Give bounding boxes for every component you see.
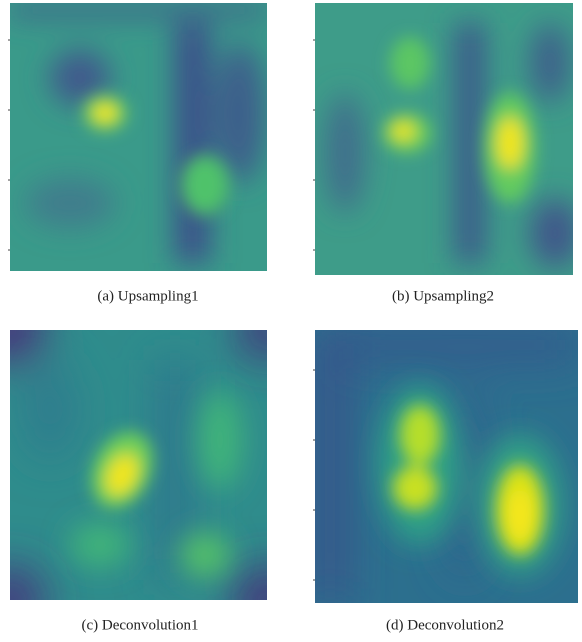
caption: (c) Deconvolution1 [81,617,198,633]
caption: (b) Upsampling2 [392,288,494,304]
page: {"figure": {"panels": [ {"caption": "(a)… [0,0,582,642]
heatmap-b [315,3,580,275]
heatmap-c [0,295,302,635]
figure: (a) Upsampling1 (b) Upsampling2 (c) Deco… [0,0,582,642]
heatmap-d [315,330,578,603]
caption: (d) Deconvolution2 [386,617,504,633]
caption: (a) Upsampling1 [97,288,198,304]
heatmap-a [10,3,267,271]
